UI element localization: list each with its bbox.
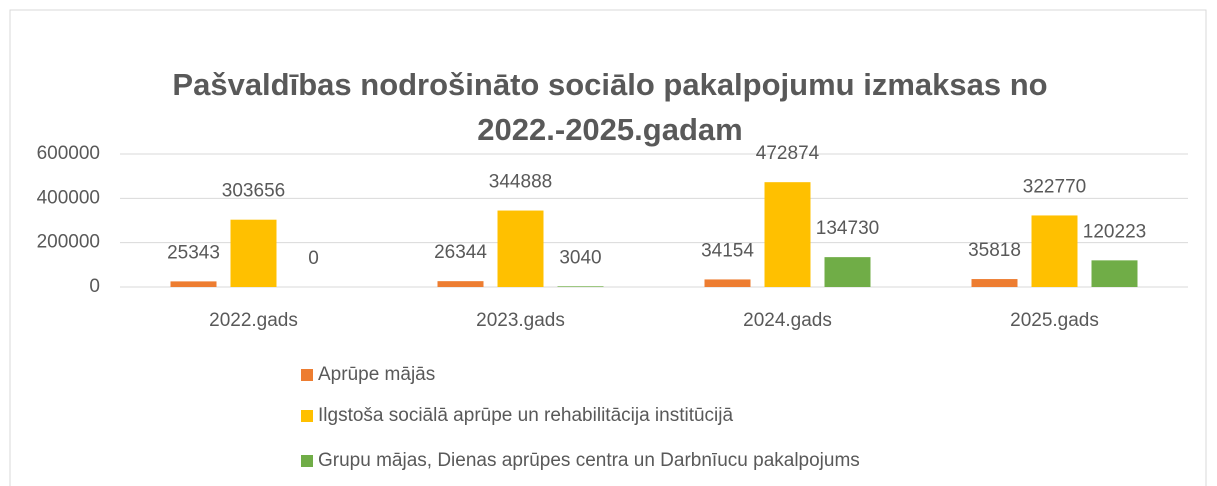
x-tick-label: 2023.gads	[476, 310, 565, 331]
data-label: 472874	[756, 143, 820, 164]
y-tick-label: 400000	[37, 187, 100, 208]
y-tick-label: 600000	[37, 143, 100, 164]
legend-swatch	[301, 369, 313, 381]
legend-label: Ilgstoša sociālā aprūpe un rehabilitācij…	[318, 405, 734, 426]
bar	[497, 210, 544, 287]
bar	[170, 281, 217, 287]
y-tick-label: 0	[89, 276, 100, 297]
legend-swatch	[301, 410, 313, 422]
bar	[437, 281, 484, 287]
x-tick-label: 2022.gads	[209, 310, 298, 331]
bar	[971, 279, 1018, 287]
data-label: 344888	[489, 172, 552, 193]
legend-label: Grupu mājas, Dienas aprūpes centra un Da…	[318, 450, 860, 471]
x-tick-label: 2025.gads	[1010, 310, 1099, 331]
data-label: 25343	[167, 242, 220, 263]
data-label: 322770	[1023, 176, 1086, 197]
data-label: 134730	[816, 218, 879, 239]
bar	[704, 279, 751, 287]
data-label: 0	[308, 248, 319, 269]
chart-border	[9, 9, 1207, 486]
y-tick-label: 200000	[37, 232, 100, 253]
legend-swatch	[301, 455, 313, 467]
data-label: 34154	[701, 240, 754, 261]
bar	[230, 219, 277, 287]
chart-title: Pašvaldības nodrošināto sociālo pakalpoj…	[172, 67, 1048, 147]
legend-label: Aprūpe mājās	[318, 364, 435, 385]
data-label: 120223	[1083, 221, 1146, 242]
bar	[764, 182, 811, 287]
x-tick-label: 2024.gads	[743, 310, 832, 331]
bar	[824, 257, 871, 287]
data-label: 26344	[434, 242, 487, 263]
bar	[1091, 260, 1138, 287]
bar	[1031, 215, 1078, 287]
bar	[557, 286, 604, 287]
data-label: 303656	[222, 181, 285, 202]
data-label: 3040	[559, 247, 601, 268]
data-label: 35818	[968, 240, 1021, 261]
